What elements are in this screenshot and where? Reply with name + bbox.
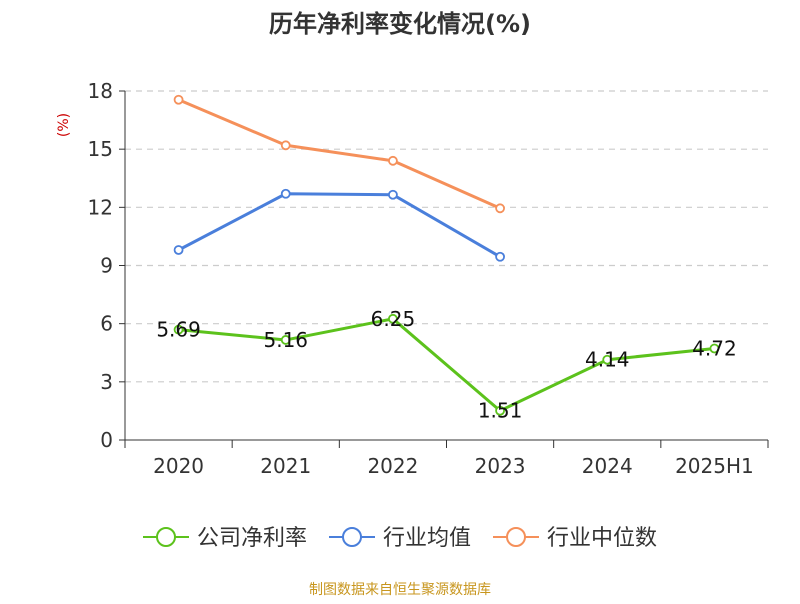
series-point-1[interactable] (388, 189, 398, 200)
x-tick-label: 2022 (367, 454, 418, 478)
series-lines (173, 94, 720, 416)
x-tick-label: 2021 (260, 454, 311, 478)
series-point-2[interactable] (173, 94, 184, 105)
chart-title: 历年净利率变化情况(%) (269, 10, 531, 38)
series-line-2 (177, 98, 501, 210)
data-label: 4.72 (692, 336, 737, 360)
y-tick-label: 18 (88, 79, 113, 103)
x-tick-label: 2023 (475, 454, 526, 478)
legend-circle-icon (506, 527, 526, 547)
legend-label: 公司净利率 (197, 526, 307, 551)
series-point-2[interactable] (280, 140, 291, 151)
grid-lines (125, 90, 768, 383)
y-tick-label: 9 (100, 254, 113, 278)
legend-circle-icon (342, 527, 362, 547)
series-point-0[interactable] (173, 324, 184, 335)
legend-item-0[interactable]: 公司净利率 (143, 526, 307, 551)
legend-label: 行业均值 (383, 526, 471, 551)
y-tick-label: 0 (100, 428, 113, 452)
legend-label: 行业中位数 (547, 526, 657, 551)
y-tick-label: 15 (88, 137, 113, 161)
series-point-0[interactable] (388, 313, 398, 324)
data-label: 1.51 (478, 399, 523, 423)
data-label: 4.14 (585, 348, 630, 372)
x-tick-label: 2024 (582, 454, 633, 478)
y-tick-label: 6 (100, 312, 113, 336)
x-tick-label: 2025H1 (675, 454, 754, 478)
series-point-0[interactable] (602, 354, 613, 365)
series-line-0 (178, 317, 715, 413)
legend-item-1[interactable]: 行业均值 (329, 526, 471, 551)
axes: 0 3 6 9 12 15 18 2020 2021 2022 2023 2024 2025H1 (88, 79, 769, 478)
x-tick-label: 2020 (153, 454, 204, 478)
footer-source: 制图数据来自恒生聚源数据库 (309, 582, 491, 598)
data-label: 6.25 (371, 307, 416, 331)
data-label: 5.16 (263, 328, 308, 352)
series-point-2[interactable] (495, 203, 505, 214)
data-label: 5.69 (156, 318, 201, 342)
series-point-1[interactable] (173, 245, 184, 255)
series-point-0[interactable] (495, 405, 505, 416)
data-labels: 5.69 5.16 6.25 1.51 4.14 4.72 (156, 307, 736, 423)
y-tick-label: 3 (100, 370, 113, 394)
series-point-1[interactable] (495, 251, 505, 262)
series-line-1 (177, 192, 501, 259)
series-point-2[interactable] (388, 155, 398, 166)
y-axis-label: (%) (56, 113, 72, 137)
y-tick-label: 12 (88, 195, 113, 219)
series-point-0[interactable] (709, 343, 720, 354)
series-point-1[interactable] (280, 188, 291, 199)
legend[interactable]: 公司净利率 行业均值 行业中位数 (143, 526, 657, 551)
legend-item-2[interactable]: 行业中位数 (493, 526, 657, 551)
legend-circle-icon (156, 527, 176, 547)
series-point-0[interactable] (280, 335, 291, 345)
